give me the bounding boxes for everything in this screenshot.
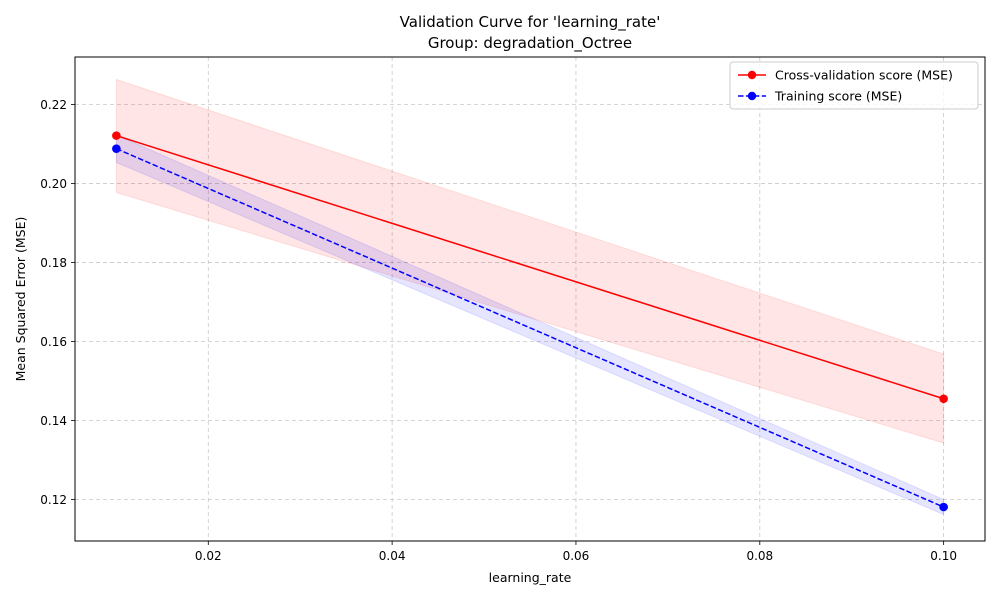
confidence-band-1	[115, 134, 945, 516]
legend-marker-cv	[747, 70, 757, 80]
legend-box	[729, 61, 979, 110]
y-tick-label: 0.20	[40, 177, 67, 191]
series-lines	[116, 134, 944, 508]
x-tick-label: 0.10	[930, 549, 957, 563]
x-tick-label: 0.04	[379, 549, 406, 563]
plot-frame	[74, 56, 986, 542]
x-axis-ticks: 0.02 0.04 0.06 0.08 0.10	[195, 541, 957, 563]
x-tick-label: 0.02	[195, 549, 222, 563]
data-point-0	[939, 394, 948, 404]
series-points	[112, 131, 948, 512]
legend-label-cv: Cross-validation score (MSE)	[775, 68, 953, 83]
y-tick-label: 0.14	[40, 414, 67, 428]
legend-label-train: Training score (MSE)	[774, 89, 902, 104]
data-point-1	[112, 144, 121, 153]
grid	[75, 57, 985, 541]
y-axis-label: Mean Squared Error (MSE)	[13, 217, 28, 382]
series-line-1	[116, 147, 944, 508]
x-axis-label: learning_rate	[489, 570, 572, 585]
x-tick-label: 0.08	[746, 549, 773, 563]
y-tick-label: 0.22	[40, 98, 67, 112]
data-point-1	[939, 502, 948, 512]
series-line-0	[116, 134, 944, 400]
y-tick-label: 0.12	[40, 493, 67, 507]
legend: Cross-validation score (MSE) Training sc…	[729, 61, 979, 110]
y-tick-label: 0.16	[40, 335, 67, 349]
data-point-0	[112, 131, 121, 140]
confidence-bands	[115, 78, 945, 516]
legend-marker-train	[747, 91, 757, 101]
x-tick-label: 0.06	[563, 549, 590, 563]
chart-title: Validation Curve for 'learning_rate'	[400, 13, 661, 32]
y-tick-label: 0.18	[40, 256, 67, 270]
y-axis-ticks: 0.12 0.14 0.16 0.18 0.20 0.22	[40, 98, 75, 507]
chart-subtitle: Group: degradation_Octree	[428, 34, 632, 53]
confidence-band-0	[115, 78, 945, 444]
